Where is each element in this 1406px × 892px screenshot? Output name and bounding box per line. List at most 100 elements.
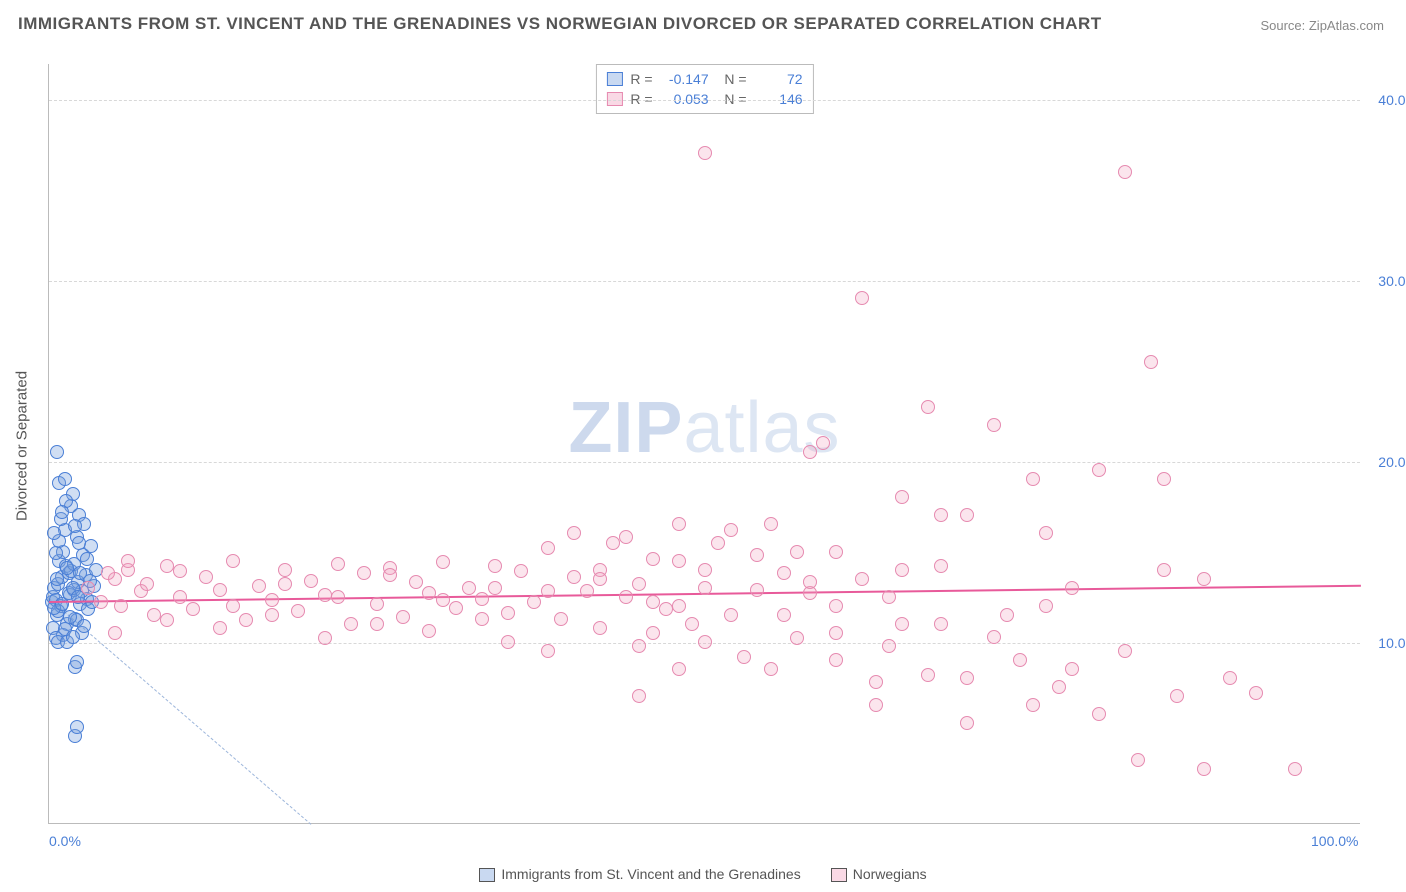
data-point <box>383 568 397 582</box>
data-point <box>63 610 77 624</box>
stats-r-label: R = <box>630 91 652 107</box>
data-point <box>318 631 332 645</box>
data-point <box>554 612 568 626</box>
legend-label-blue: Immigrants from St. Vincent and the Gren… <box>501 866 800 882</box>
data-point <box>921 668 935 682</box>
data-point <box>47 526 61 540</box>
gridline <box>49 281 1360 282</box>
data-point <box>882 639 896 653</box>
data-point <box>803 445 817 459</box>
data-point <box>593 621 607 635</box>
data-point <box>698 635 712 649</box>
data-point <box>357 566 371 580</box>
data-point <box>1026 472 1040 486</box>
data-point <box>58 472 72 486</box>
stats-n-label: N = <box>717 71 747 87</box>
stats-legend-box: R = -0.147 N = 72 R = 0.053 N = 146 <box>595 64 813 114</box>
data-point <box>764 517 778 531</box>
y-tick-label: 10.0% <box>1378 635 1406 651</box>
data-point <box>1065 662 1079 676</box>
data-point <box>685 617 699 631</box>
watermark-atlas: atlas <box>683 388 840 468</box>
data-point <box>541 541 555 555</box>
data-point <box>370 597 384 611</box>
data-point <box>1249 686 1263 700</box>
data-point <box>632 639 646 653</box>
data-point <box>764 662 778 676</box>
data-point <box>49 546 63 560</box>
data-point <box>987 418 1001 432</box>
data-point <box>1039 599 1053 613</box>
data-point <box>1013 653 1027 667</box>
data-point <box>1131 753 1145 767</box>
data-point <box>239 613 253 627</box>
data-point <box>344 617 358 631</box>
data-point <box>711 536 725 550</box>
data-point <box>121 554 135 568</box>
data-point <box>199 570 213 584</box>
data-point <box>750 548 764 562</box>
y-tick-label: 40.0% <box>1378 92 1406 108</box>
data-point <box>882 590 896 604</box>
data-point <box>1144 355 1158 369</box>
data-point <box>50 572 64 586</box>
data-point <box>101 566 115 580</box>
data-point <box>619 590 633 604</box>
data-point <box>173 590 187 604</box>
data-point <box>80 552 94 566</box>
data-point <box>278 577 292 591</box>
data-point <box>173 564 187 578</box>
data-point <box>1157 472 1171 486</box>
data-point <box>934 559 948 573</box>
data-point <box>77 619 91 633</box>
data-point <box>488 559 502 573</box>
data-point <box>60 561 74 575</box>
data-point <box>895 617 909 631</box>
data-point <box>593 572 607 586</box>
data-point <box>396 610 410 624</box>
swatch-pink-icon <box>606 92 622 106</box>
data-point <box>1118 165 1132 179</box>
data-point <box>213 621 227 635</box>
data-point <box>318 588 332 602</box>
data-point <box>108 626 122 640</box>
data-point <box>436 555 450 569</box>
data-point <box>698 563 712 577</box>
stats-r-label: R = <box>630 71 652 87</box>
data-point <box>226 599 240 613</box>
data-point <box>934 508 948 522</box>
data-point <box>514 564 528 578</box>
data-point <box>960 671 974 685</box>
data-point <box>619 530 633 544</box>
data-point <box>1197 572 1211 586</box>
data-point <box>737 650 751 664</box>
data-point <box>501 635 515 649</box>
data-point <box>855 572 869 586</box>
data-point <box>1039 526 1053 540</box>
data-point <box>527 595 541 609</box>
data-point <box>73 566 87 580</box>
y-tick-label: 30.0% <box>1378 273 1406 289</box>
data-point <box>869 698 883 712</box>
swatch-pink-icon <box>831 868 847 882</box>
data-point <box>672 554 686 568</box>
x-tick-label: 0.0% <box>49 833 81 849</box>
data-point <box>422 586 436 600</box>
data-point <box>475 592 489 606</box>
gridline <box>49 100 1360 101</box>
data-point <box>829 545 843 559</box>
gridline <box>49 462 1360 463</box>
data-point <box>72 536 86 550</box>
data-point <box>449 601 463 615</box>
data-point <box>50 445 64 459</box>
bottom-legend: Immigrants from St. Vincent and the Gren… <box>0 866 1406 882</box>
data-point <box>114 599 128 613</box>
data-point <box>960 716 974 730</box>
data-point <box>488 581 502 595</box>
data-point <box>1092 707 1106 721</box>
stats-row-blue: R = -0.147 N = 72 <box>606 69 802 89</box>
data-point <box>541 644 555 658</box>
data-point <box>672 662 686 676</box>
data-point <box>331 590 345 604</box>
data-point <box>213 583 227 597</box>
